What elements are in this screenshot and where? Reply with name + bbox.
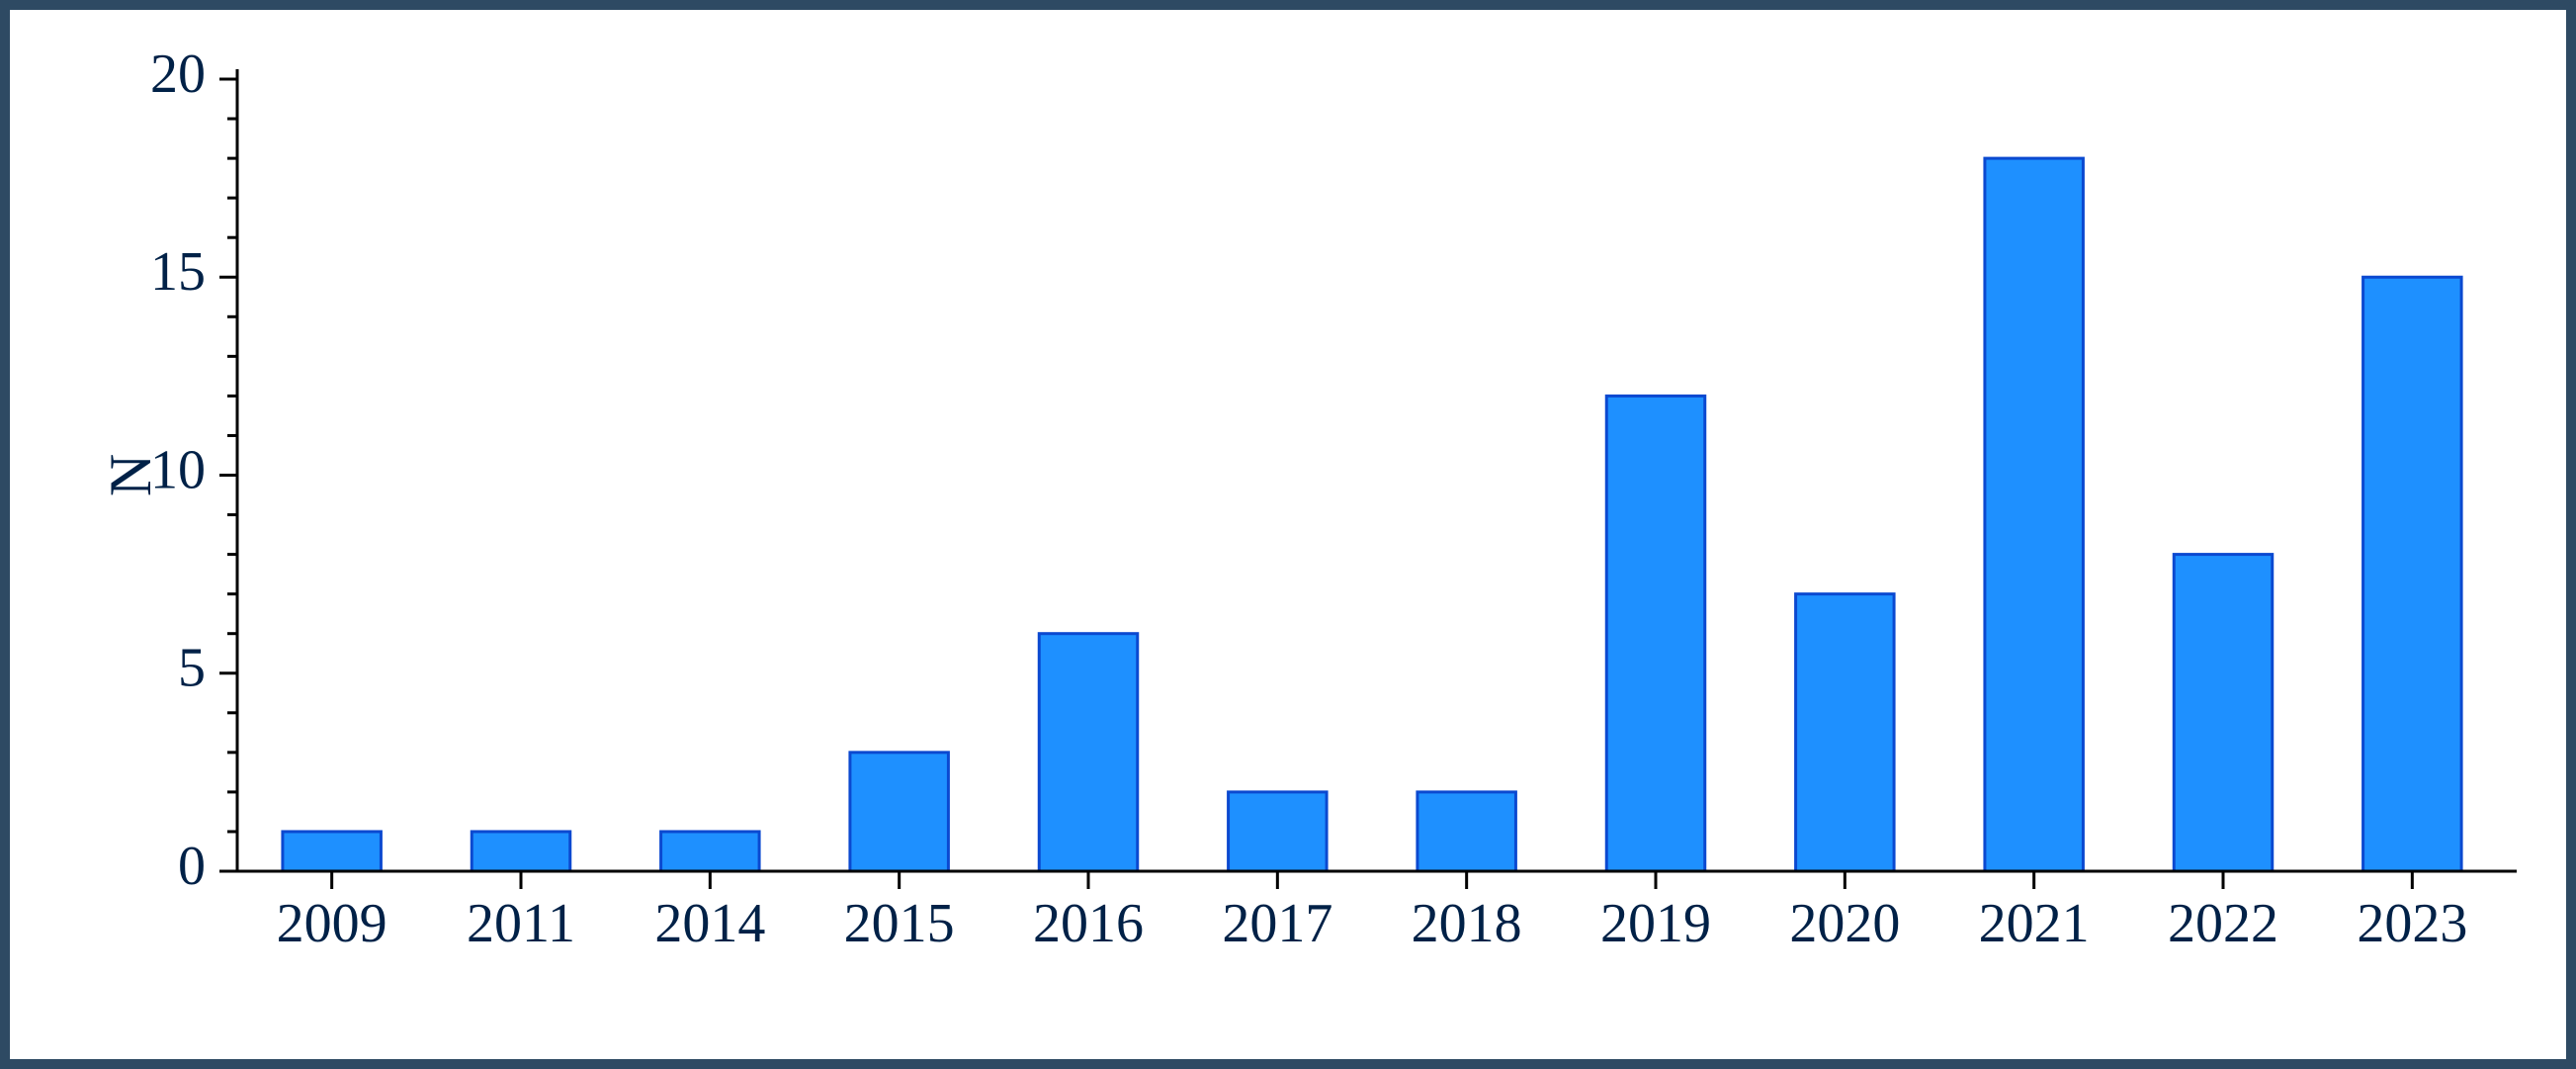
bar-2016 — [1039, 634, 1137, 871]
bar-2017 — [1229, 792, 1327, 871]
y-axis: 05101520 — [150, 44, 237, 897]
x-tick-label: 2009 — [277, 893, 387, 954]
bar-2018 — [1417, 792, 1515, 871]
bars-group — [283, 158, 2461, 871]
bar-2009 — [283, 832, 381, 871]
bar-2014 — [661, 832, 759, 871]
bar-2021 — [1985, 158, 2083, 871]
x-tick-label: 2014 — [654, 893, 765, 954]
y-tick-label: 20 — [150, 44, 206, 105]
x-axis: 2009 2011 2014 2015 2016 2017 2018 2019 2020 2021… — [277, 871, 2468, 954]
x-tick-label: 2015 — [844, 893, 955, 954]
x-tick-label: 2011 — [467, 893, 575, 954]
x-tick-label: 2018 — [1412, 893, 1522, 954]
x-tick-label: 2022 — [2168, 893, 2278, 954]
bar-2019 — [1606, 396, 1704, 871]
bar-2022 — [2174, 555, 2272, 871]
bar-2023 — [2363, 277, 2461, 871]
x-tick-label: 2023 — [2357, 893, 2467, 954]
x-tick-label: 2016 — [1033, 893, 1144, 954]
y-tick-label: 5 — [178, 638, 206, 699]
y-axis-label: N — [98, 454, 163, 496]
bar-2015 — [850, 753, 948, 871]
y-tick-label: 15 — [150, 241, 206, 303]
x-tick-label: 2017 — [1222, 893, 1332, 954]
bar-2020 — [1796, 594, 1894, 871]
bar-chart: 0510152020092011201420152016201720182019… — [0, 0, 2576, 1069]
bar-2011 — [472, 832, 569, 871]
x-tick-label: 2021 — [1979, 893, 2090, 954]
y-tick-label: 0 — [178, 836, 206, 897]
x-tick-label: 2020 — [1789, 893, 1900, 954]
x-tick-label: 2019 — [1600, 893, 1711, 954]
